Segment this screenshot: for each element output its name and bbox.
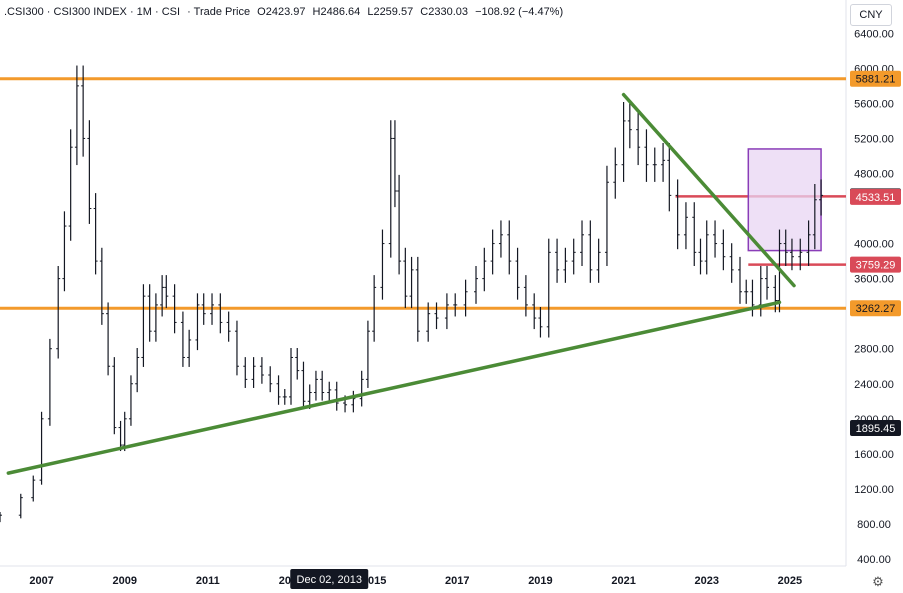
y-tick-label: 2800.00 — [854, 344, 894, 356]
x-tick-label: 2025 — [778, 575, 802, 587]
ohlc-open: O2423.97 — [257, 6, 306, 18]
ohlc-change: −108.92 (−4.47%) — [475, 6, 564, 18]
x-tick-label: 2023 — [694, 575, 718, 587]
chart-settings-icon[interactable]: ⚙ — [872, 574, 884, 589]
price-axis-label-bg — [850, 256, 901, 273]
y-tick-label: 800.00 — [857, 519, 891, 531]
y-tick-label: 1200.00 — [854, 484, 894, 496]
date-price-range-box[interactable] — [747, 148, 822, 252]
y-tick-label: 6400.00 — [854, 28, 894, 40]
price-axis-label: 5881.21 — [856, 74, 896, 86]
crosshair-date-label: Dec 02, 2013 — [297, 574, 362, 586]
crosshair-date-label-bg — [290, 569, 369, 589]
price-axis-label-bg — [850, 188, 901, 205]
y-tick-label: 2400.00 — [854, 379, 894, 391]
x-tick-label: 2009 — [112, 575, 136, 587]
y-tick-label: 1600.00 — [854, 449, 894, 461]
y-tick-label: 3600.00 — [854, 274, 894, 286]
price-axis-label: 4533.51 — [856, 192, 896, 204]
y-tick-label: 5600.00 — [854, 98, 894, 110]
y-tick-label: 4000.00 — [854, 239, 894, 251]
price-axis-label: 1895.45 — [856, 423, 896, 435]
price-type: · Trade Price — [187, 6, 251, 18]
y-tick-label: 4800.00 — [854, 168, 894, 180]
ohlc-low: L2259.57 — [367, 6, 414, 18]
x-tick-label: 2021 — [611, 575, 635, 587]
x-tick-label: 2017 — [445, 575, 469, 587]
x-tick-label: 2011 — [196, 575, 220, 587]
price-axis-label: 3262.27 — [856, 303, 896, 315]
trendline[interactable] — [621, 92, 796, 288]
price-axis-label-bg — [850, 300, 901, 317]
currency-selector-button[interactable]: CNY — [850, 4, 892, 26]
symbol-legend: .CSI300 · CSI300 INDEX · 1M · CSI · Trad… — [4, 6, 567, 18]
ohlc-high: H2486.64 — [312, 6, 361, 18]
y-tick-label: 400.00 — [857, 554, 891, 566]
symbol-name[interactable]: .CSI300 · CSI300 INDEX · 1M · CSI — [4, 6, 181, 18]
ohlc-close: C2330.03 — [420, 6, 468, 18]
trendline[interactable] — [6, 300, 782, 475]
y-tick-label: 5200.00 — [854, 133, 894, 145]
x-tick-label: 2019 — [528, 575, 552, 587]
price-axis-label-bg — [850, 70, 901, 87]
price-axis-label-bg — [850, 419, 901, 436]
price-axis-label: 3759.29 — [856, 260, 896, 272]
x-tick-label: 2007 — [29, 575, 53, 587]
